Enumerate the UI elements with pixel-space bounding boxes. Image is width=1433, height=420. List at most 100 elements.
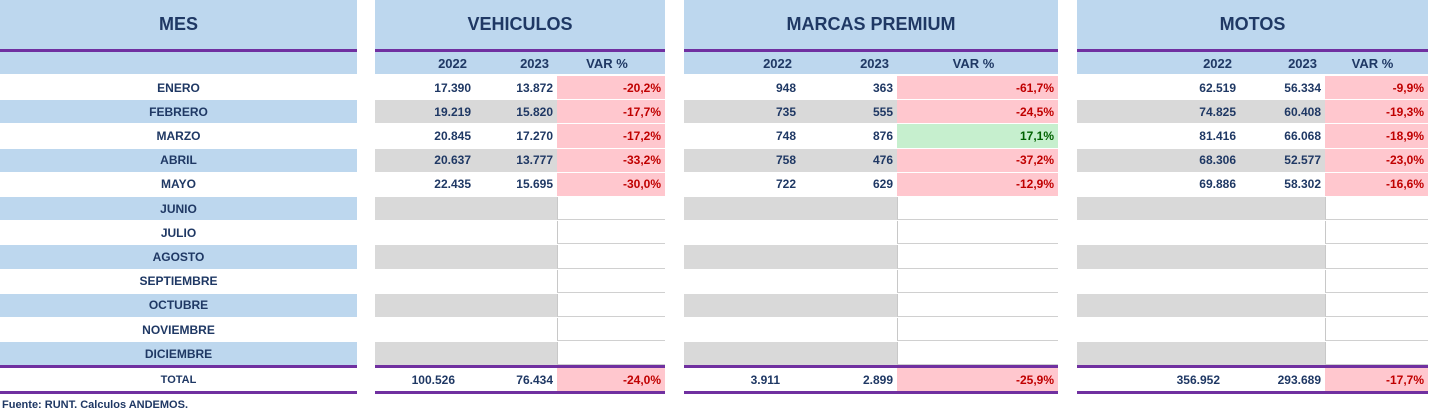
var-cell (1325, 197, 1428, 221)
var-cell (897, 197, 1058, 221)
value-cell (800, 197, 897, 221)
var-cell (897, 318, 1058, 342)
value-cell: 722 (775, 177, 796, 192)
month-label: SEPTIEMBRE (139, 274, 218, 289)
var-cell (897, 245, 1058, 269)
value-cell (800, 221, 897, 244)
value-cell (375, 245, 475, 269)
total-value-cell: 100.526 (411, 372, 455, 387)
value-cell (375, 342, 475, 366)
total-rule (1077, 391, 1428, 394)
value-cell (684, 318, 800, 341)
column-header-vehiculos: VAR % (557, 52, 665, 74)
value-cell (1240, 197, 1325, 221)
total-value-cell: 2.899 (862, 372, 893, 387)
var-cell: -12,9% (897, 172, 1058, 196)
var-cell (557, 269, 665, 293)
value-cell (800, 342, 897, 366)
value-cell (475, 197, 557, 221)
var-cell: -24,5% (897, 100, 1058, 124)
value-cell (684, 245, 800, 269)
total-var-cell: -17,7% (1325, 368, 1428, 391)
value-cell (375, 197, 475, 221)
var-cell: -18,9% (1325, 124, 1428, 148)
value-cell (800, 293, 897, 317)
var-cell: -9,9% (1325, 76, 1428, 100)
value-cell (475, 318, 557, 341)
var-cell: -37,2% (897, 148, 1058, 172)
header-rule (0, 49, 357, 52)
var-cell (897, 221, 1058, 245)
total-rule (0, 391, 357, 394)
value-cell (684, 293, 800, 317)
month-label: FEBRERO (0, 100, 357, 124)
var-cell (557, 245, 665, 269)
value-cell: 876 (872, 128, 893, 143)
var-cell (897, 293, 1058, 317)
var-cell: -16,6% (1325, 172, 1428, 196)
value-cell: 19.219 (375, 100, 475, 124)
value-cell (1077, 318, 1240, 341)
column-header-premium: 2022 (684, 52, 800, 74)
value-cell: 58.302 (1284, 177, 1321, 192)
var-cell (1325, 318, 1428, 342)
var-cell: -17,2% (557, 124, 665, 148)
header-rule (375, 49, 665, 52)
header-rule (684, 49, 1058, 52)
value-cell (684, 197, 800, 221)
var-cell: -30,0% (557, 172, 665, 196)
value-cell: 62.519 (1199, 80, 1236, 95)
value-cell (1240, 342, 1325, 366)
month-label: AGOSTO (0, 245, 357, 269)
month-label: DICIEMBRE (0, 342, 357, 366)
column-header-motos: 2023 (1240, 52, 1325, 74)
var-cell (1325, 342, 1428, 366)
value-cell (1240, 293, 1325, 317)
value-cell (800, 318, 897, 341)
month-label: OCTUBRE (0, 293, 357, 317)
value-cell (1077, 221, 1240, 244)
var-cell (557, 197, 665, 221)
total-rule (375, 365, 665, 368)
value-cell (684, 221, 800, 244)
value-cell (475, 221, 557, 244)
var-cell: -19,3% (1325, 100, 1428, 124)
value-cell: 20.637 (375, 148, 475, 172)
value-cell: 948 (775, 80, 796, 95)
total-value-cell: 3.911 (750, 372, 780, 387)
month-label: JUNIO (0, 197, 357, 221)
value-cell (684, 342, 800, 366)
value-cell (375, 270, 475, 293)
value-cell: 20.845 (434, 128, 471, 143)
value-cell (1240, 270, 1325, 293)
var-cell (897, 269, 1058, 293)
value-cell: 476 (800, 148, 897, 172)
month-label: ABRIL (0, 148, 357, 172)
column-header-premium: VAR % (897, 52, 1058, 74)
month-label: JULIO (160, 225, 197, 240)
section-header-premium: MARCAS PREMIUM (684, 0, 1058, 49)
value-cell: 15.820 (475, 100, 557, 124)
month-label: NOVIEMBRE (142, 322, 215, 337)
value-cell: 17.390 (434, 80, 471, 95)
var-cell (1325, 221, 1428, 245)
var-cell: 17,1% (897, 124, 1058, 148)
header-rule (1077, 49, 1428, 52)
value-cell (375, 293, 475, 317)
column-header-motos: 2022 (1077, 52, 1240, 74)
value-cell: 68.306 (1077, 148, 1240, 172)
column-header-vehiculos: 2022 (375, 52, 475, 74)
var-cell: -20,2% (557, 76, 665, 100)
column-header-premium: 2023 (800, 52, 897, 74)
value-cell: 15.695 (516, 177, 553, 192)
value-cell: 22.435 (434, 177, 471, 192)
var-cell (1325, 245, 1428, 269)
value-cell (475, 245, 557, 269)
value-cell: 758 (684, 148, 800, 172)
value-cell (800, 245, 897, 269)
value-cell: 60.408 (1240, 100, 1325, 124)
total-value-cell: 356.952 (1176, 372, 1220, 387)
total-rule (684, 365, 1058, 368)
value-cell (375, 318, 475, 341)
var-cell (557, 293, 665, 317)
